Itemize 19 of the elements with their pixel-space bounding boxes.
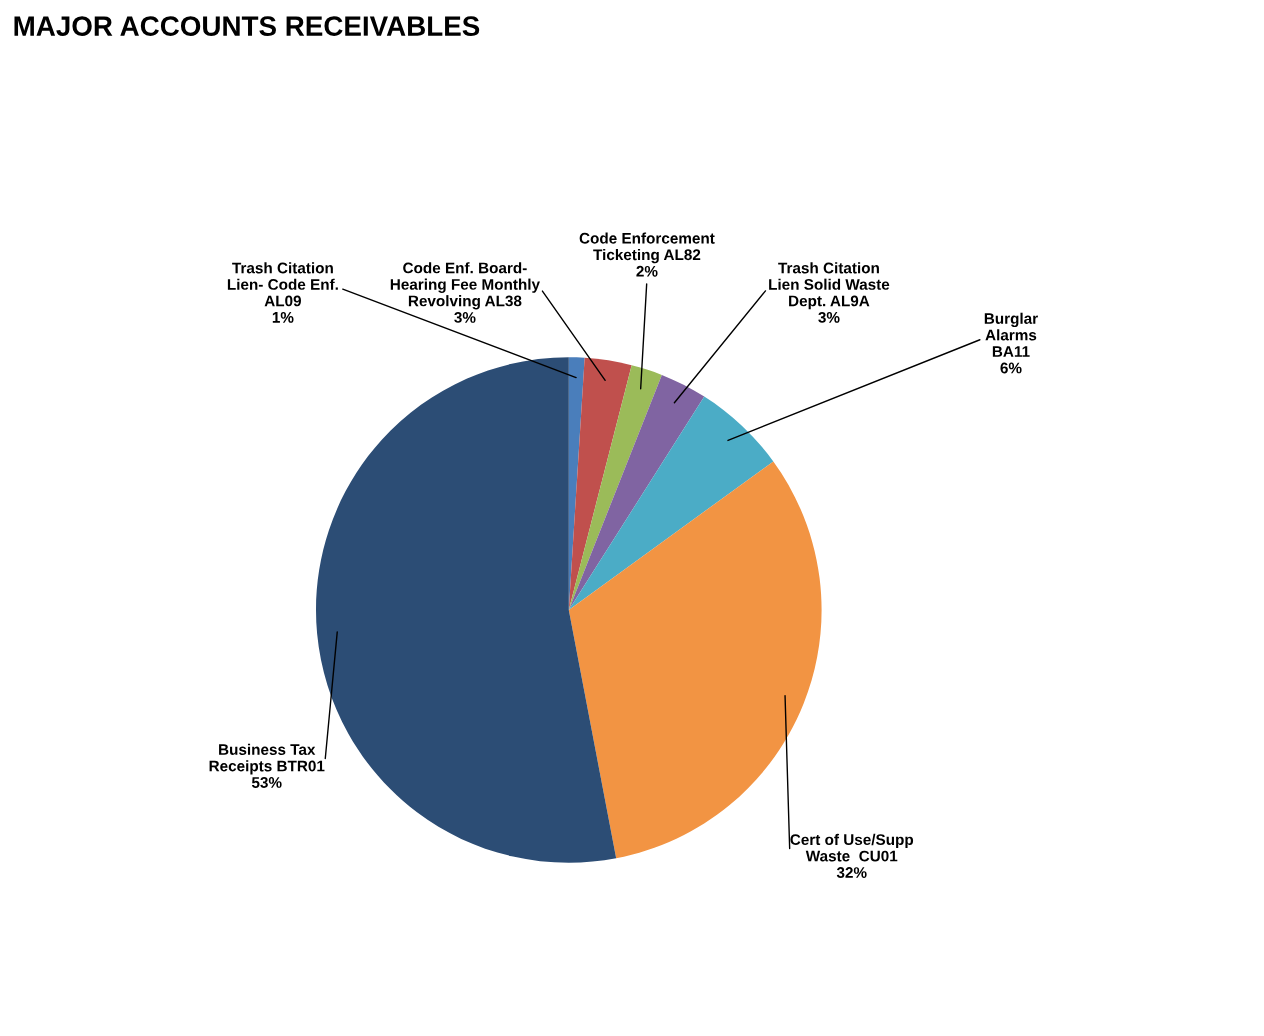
pie-slice xyxy=(568,357,632,610)
slice-label: Trash Citation Lien Solid Waste Dept. AL9A xyxy=(769,262,890,310)
slice-label: Code Enforcement Ticketing AL82 xyxy=(579,232,715,264)
data-label: 3% xyxy=(454,312,476,323)
slice-label: Cert of Use/Supp Waste CU01 xyxy=(790,833,914,862)
data-label: 53% xyxy=(251,777,282,788)
data-label: 2% xyxy=(636,265,658,277)
data-label: 6% xyxy=(1000,362,1022,374)
pie-slice xyxy=(568,365,662,610)
slice-label: Burglar Alarms BA11 xyxy=(984,312,1038,357)
slice-label: Code Enf. Board- Hearing Fee Monthly Revolving AL38 xyxy=(390,262,540,310)
pie-slice xyxy=(568,374,705,610)
pie-slice xyxy=(568,396,774,610)
data-label: 1% xyxy=(272,312,294,323)
data-label: 32% xyxy=(836,867,867,878)
slice-label: Business Tax Receipts BTR01 xyxy=(209,743,325,775)
data-label: 3% xyxy=(818,311,840,323)
chart-title: MAJOR ACCOUNTS RECEIVABLES xyxy=(14,16,480,36)
slice-label: Trash Citation Lien- Code Enf. AL09 xyxy=(227,262,338,307)
